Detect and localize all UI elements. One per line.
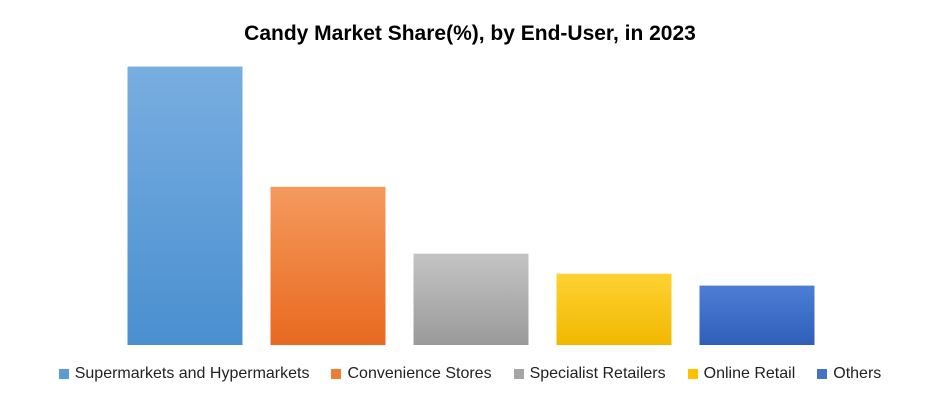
bar-others — [699, 285, 815, 345]
bar-specialist-retailers — [413, 253, 529, 345]
legend-label-convenience-stores: Convenience Stores — [347, 365, 492, 382]
legend-item-convenience-stores: Convenience Stores — [331, 365, 492, 383]
chart-legend: Supermarkets and Hypermarkets Convenience… — [0, 365, 940, 383]
legend-item-others: Others — [817, 365, 881, 383]
legend-label-others: Others — [833, 365, 882, 382]
chart-title: Candy Market Share(%), by End-User, in 2… — [244, 22, 696, 45]
legend-swatch-specialist-retailers — [513, 369, 524, 379]
legend-item-supermarkets-and-hypermarkets: Supermarkets and Hypermarkets — [58, 365, 310, 383]
legend-item-online-retail: Online Retail — [687, 365, 796, 383]
legend-swatch-others — [817, 369, 828, 379]
legend-label-online-retail: Online Retail — [703, 365, 796, 382]
bar-supermarkets-and-hypermarkets — [127, 66, 243, 345]
legend-item-specialist-retailers: Specialist Retailers — [513, 365, 666, 383]
legend-swatch-supermarkets-and-hypermarkets — [58, 369, 69, 379]
legend-swatch-convenience-stores — [331, 369, 342, 379]
bar-online-retail — [556, 273, 672, 345]
bar-convenience-stores — [270, 186, 386, 345]
legend-label-specialist-retailers: Specialist Retailers — [529, 365, 666, 382]
legend-label-supermarkets-and-hypermarkets: Supermarkets and Hypermarkets — [74, 365, 310, 382]
legend-swatch-online-retail — [687, 369, 698, 379]
